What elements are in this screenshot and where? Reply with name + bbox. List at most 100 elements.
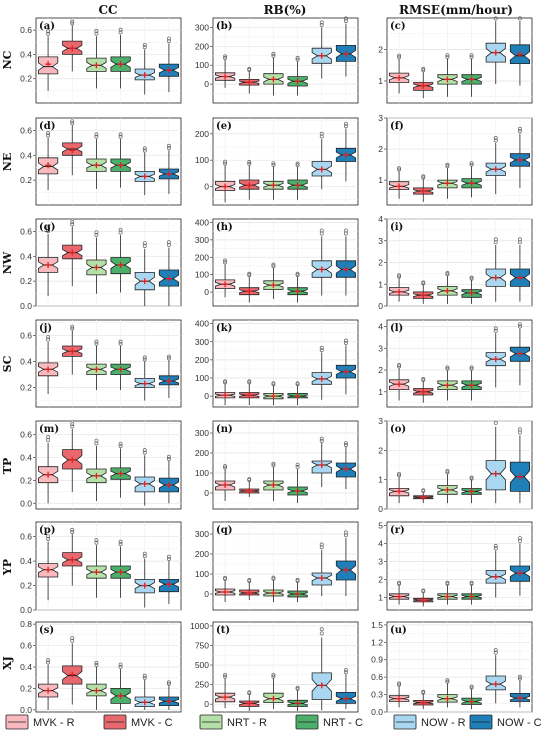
y-tick-label: 0: [204, 488, 209, 498]
outlier-point: [421, 689, 426, 694]
box-mvk-r: [214, 575, 236, 602]
outlier-point: [70, 326, 75, 331]
outlier-point: [142, 148, 147, 153]
row-label-tp: TP: [1, 458, 14, 474]
y-tick-label: 0.8: [20, 619, 32, 629]
box-nrt-r: [263, 672, 284, 709]
legend-label: NOW - C: [497, 717, 542, 729]
outlier-point: [397, 166, 402, 171]
outlier-point: [223, 465, 228, 470]
box-now-c: [158, 680, 180, 710]
y-tick-label: 200: [195, 549, 209, 559]
y-tick-label: 1: [378, 387, 383, 397]
box-mvk-c: [413, 280, 434, 304]
box-nrt-c: [287, 577, 308, 602]
box-nrt-r: [86, 438, 107, 501]
box-mvk-r: [38, 226, 59, 297]
box-now-c: [335, 121, 357, 182]
panel-b: 0 100 200 300 (b): [195, 16, 359, 104]
y-tick-label: 0.4: [20, 49, 32, 59]
panel-g: 0.0 0.2 0.4 0.6 (g): [20, 218, 182, 311]
box-nrt-c: [110, 132, 131, 188]
box-now-r: [311, 436, 332, 487]
outlier-point: [319, 627, 324, 632]
outlier-point: [469, 161, 474, 166]
box-mvk-r: [38, 658, 59, 710]
legend-item: MVK - R: [5, 714, 75, 730]
outlier-point: [166, 143, 171, 148]
box-nrt-r: [86, 538, 107, 598]
outlier-point: [295, 55, 300, 60]
outlier-point: [166, 39, 171, 43]
outlier-point: [271, 262, 276, 267]
outlier-point: [397, 681, 402, 686]
box-now-r: [311, 228, 332, 296]
outlier-point: [166, 456, 171, 461]
box-now-c: [509, 674, 530, 708]
box-now-r: [485, 136, 506, 195]
box-now-c: [509, 322, 530, 386]
box-now-c: [158, 36, 180, 93]
y-tick-label: 5: [378, 521, 383, 531]
box-mvk-c: [413, 66, 434, 99]
outlier-point: [166, 356, 171, 361]
box-nrt-c: [461, 275, 482, 304]
outlier-point: [223, 674, 228, 679]
box-nrt-r: [86, 660, 107, 710]
outlier-point: [517, 427, 522, 432]
box-now-r: [485, 544, 506, 598]
outlier-point: [295, 685, 300, 690]
box-mvk-r: [388, 363, 410, 401]
y-tick-label: 0.3: [371, 690, 383, 700]
box-nrt-r: [437, 365, 458, 401]
box-nrt-c: [287, 685, 308, 712]
panel-g-frame: [35, 218, 182, 307]
outlier-point: [46, 133, 51, 138]
box-now-r: [134, 42, 155, 95]
box-now-r: [311, 131, 332, 190]
panel-label: (t): [216, 625, 230, 636]
outlier-point: [70, 220, 75, 224]
column-title-rb: RB(%): [264, 3, 307, 17]
outlier-point: [94, 230, 99, 235]
outlier-point: [469, 365, 474, 370]
box-nrt-c: [287, 55, 308, 96]
outlier-point: [118, 339, 123, 344]
box-nrt-r: [437, 469, 458, 504]
outlier-point: [517, 676, 522, 681]
outlier-point: [469, 55, 474, 59]
panel-label: (n): [216, 424, 233, 435]
panel-label: (a): [39, 21, 55, 32]
outlier-point: [271, 672, 276, 677]
outlier-point: [70, 636, 75, 640]
y-tick-label: 0.0: [20, 498, 32, 508]
outlier-point: [94, 660, 99, 665]
outlier-point: [118, 662, 123, 667]
box-now-c: [509, 16, 530, 86]
outlier-point: [319, 131, 324, 136]
outlier-point: [397, 363, 402, 367]
panel-label: (b): [216, 21, 232, 32]
y-tick-label: 400: [195, 217, 209, 227]
panel-label: (k): [216, 323, 232, 334]
row-labels: NC NE NW SC TP YP XJ: [1, 50, 14, 670]
y-tick-label: 300: [195, 428, 209, 438]
panel-r: 1 2 3 4 5 (r): [378, 521, 533, 611]
outlier-point: [46, 29, 51, 34]
y-tick-label: 300: [195, 529, 209, 539]
outlier-point: [397, 364, 402, 369]
box-now-r: [134, 355, 155, 401]
outlier-point: [445, 580, 450, 585]
legend-label: NRT - C: [323, 717, 363, 729]
y-tick-label: 0.0: [20, 705, 32, 715]
y-tick-label: 0.0: [20, 605, 32, 615]
outlier-point: [397, 55, 402, 60]
y-tick-label: 0.2: [20, 74, 32, 84]
y-tick-label: 0: [204, 182, 209, 192]
outlier-point: [118, 132, 123, 137]
panel-label: (u): [390, 625, 407, 636]
panel-e: 0 100 200 (e): [195, 117, 359, 206]
outlier-point: [271, 575, 276, 580]
box-now-r: [485, 648, 506, 704]
